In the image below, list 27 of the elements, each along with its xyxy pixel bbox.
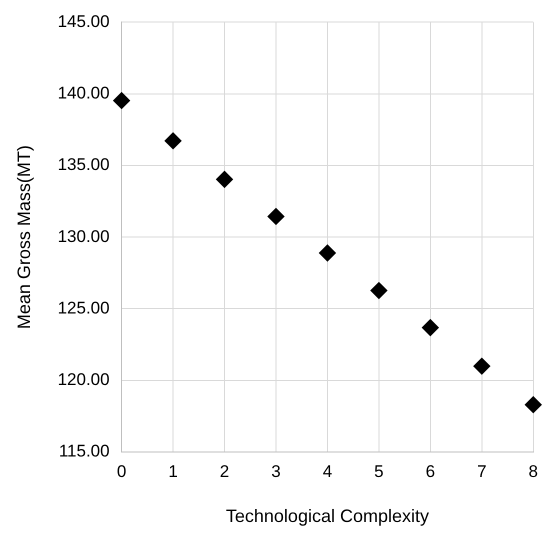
y-tick-label: 145.00 [58,12,110,31]
y-axis-title: Mean Gross Mass(MT) [14,145,34,330]
x-tick-label: 2 [220,462,230,481]
x-tick-label: 0 [116,462,126,481]
x-tick-label: 7 [477,462,487,481]
y-tick-label: 135.00 [58,155,110,174]
y-tick-label: 120.00 [58,370,110,390]
y-tick-label: 115.00 [58,442,110,461]
x-tick-label: 6 [426,462,436,481]
point [113,92,130,110]
x-tick-label: 8 [528,462,538,481]
point [318,244,336,262]
x-tick-label: 1 [168,462,178,481]
y-tick-label: 130.00 [58,226,110,246]
x-tick-label: 5 [374,462,384,481]
point [370,282,388,300]
point [473,358,490,375]
point [216,170,234,188]
x-tick-label: 4 [322,462,332,481]
point [524,396,542,414]
y-tick-label: 125.00 [58,298,110,318]
point [267,208,284,225]
point [164,132,182,150]
x-axis-title: Technological Complexity [226,506,429,526]
x-tick-label: 3 [271,462,281,481]
y-tick-label: 140.00 [58,84,110,103]
point [422,319,439,336]
